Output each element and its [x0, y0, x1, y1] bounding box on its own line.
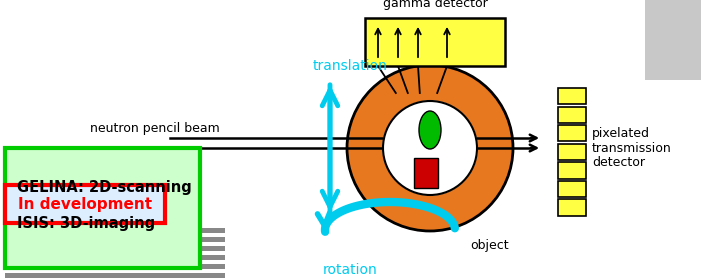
Bar	[5, 228, 225, 233]
Ellipse shape	[419, 111, 441, 149]
Bar	[5, 264, 225, 269]
Text: GELINA: 2D-scanning: GELINA: 2D-scanning	[17, 180, 192, 195]
Bar	[365, 18, 505, 66]
Text: translation: translation	[313, 59, 388, 73]
Bar	[5, 148, 200, 268]
Bar	[558, 199, 586, 216]
Bar	[5, 185, 165, 223]
Bar	[5, 237, 225, 242]
Text: neutron pencil beam: neutron pencil beam	[90, 122, 220, 135]
Text: gamma detector: gamma detector	[383, 0, 487, 10]
Circle shape	[347, 65, 513, 231]
Circle shape	[383, 101, 477, 195]
Bar	[5, 255, 225, 260]
Bar	[5, 246, 225, 251]
Bar	[414, 158, 438, 188]
Bar	[558, 88, 586, 104]
Bar	[645, 0, 701, 80]
Bar	[558, 107, 586, 123]
Text: ISIS: 3D-imaging: ISIS: 3D-imaging	[17, 216, 155, 231]
Bar	[558, 181, 586, 197]
Bar	[5, 273, 225, 278]
Text: rotation: rotation	[322, 263, 377, 277]
Bar	[558, 162, 586, 179]
Text: object: object	[470, 239, 510, 251]
Bar	[558, 144, 586, 160]
Text: In development: In development	[18, 196, 152, 211]
Bar	[558, 125, 586, 141]
Text: pixelated
transmission
detector: pixelated transmission detector	[592, 126, 672, 170]
